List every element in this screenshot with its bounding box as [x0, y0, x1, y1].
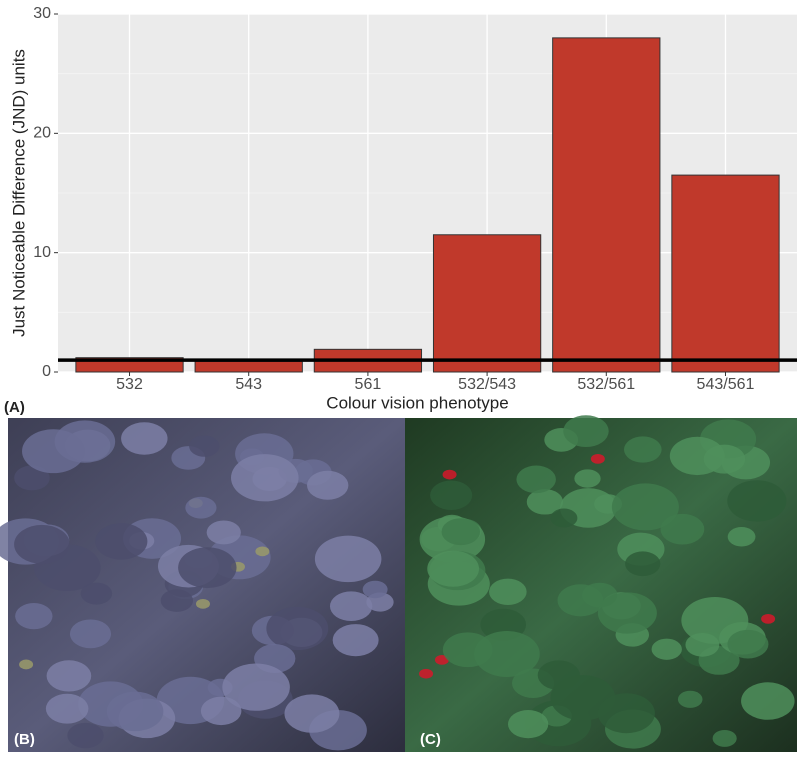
y-axis-label: Just Noticeable Difference (JND) units — [9, 49, 28, 337]
leaf — [185, 497, 216, 519]
leaf — [266, 607, 328, 650]
y-tick-label: 0 — [42, 363, 51, 380]
leaf — [678, 691, 703, 708]
leaf — [189, 435, 219, 456]
leaf — [255, 546, 269, 556]
x-tick-label: 532/561 — [577, 376, 635, 393]
leaf — [14, 525, 70, 564]
y-tick-label: 20 — [33, 125, 51, 142]
photo-label: (B) — [14, 731, 35, 748]
leaf — [67, 723, 103, 748]
leaf — [207, 520, 241, 544]
leaf — [196, 599, 210, 609]
leaf — [598, 693, 655, 733]
leaf — [741, 682, 795, 719]
leaf — [430, 481, 472, 510]
leaf — [427, 551, 479, 587]
leaf — [704, 445, 745, 474]
leaf — [685, 633, 719, 657]
leaf — [443, 470, 457, 480]
leaf — [727, 630, 768, 659]
bar — [672, 175, 779, 372]
leaf — [489, 579, 527, 605]
x-tick-label: 561 — [355, 376, 382, 393]
leaf — [624, 436, 662, 462]
leaf — [508, 710, 548, 738]
leaf — [598, 592, 657, 633]
leaf — [625, 551, 660, 576]
x-tick-label: 532 — [116, 376, 143, 393]
x-tick-label: 532/543 — [458, 376, 516, 393]
leaf — [178, 547, 236, 588]
leaf — [19, 660, 33, 670]
leaf — [516, 466, 556, 494]
leaf — [728, 527, 756, 546]
leaf — [222, 664, 290, 711]
y-tick-label: 30 — [33, 5, 51, 22]
leaf — [231, 454, 299, 501]
leaf — [419, 669, 433, 679]
bar-chart: 0 10 20 30 532 543 561 532/543 532/561 543/561 Col… — [9, 5, 797, 412]
leaf — [81, 583, 112, 605]
bar — [433, 235, 540, 372]
leaf — [15, 603, 52, 629]
leaf — [330, 591, 372, 621]
leaf — [574, 469, 600, 487]
y-tick-label: 10 — [33, 244, 51, 261]
leaf — [47, 660, 92, 691]
x-tick-label: 543 — [235, 376, 262, 393]
photo-label: (C) — [420, 731, 441, 748]
figure: 0 10 20 30 532 543 561 532/543 532/561 543/561 Col… — [0, 0, 797, 752]
leaf — [591, 454, 605, 464]
leaf — [70, 619, 111, 648]
leaf — [538, 660, 580, 690]
leaf — [612, 483, 679, 530]
leaf — [652, 639, 682, 660]
leaf — [121, 422, 167, 455]
panel-label: (A) — [4, 399, 25, 416]
bar — [553, 38, 660, 372]
x-axis-label: Colour vision phenotype — [326, 393, 508, 412]
page: {"chart_data": {"type": "bar", "panel_la… — [0, 0, 797, 757]
x-tick-label: 543/561 — [697, 376, 755, 393]
leaf — [307, 471, 348, 500]
leaf — [761, 614, 775, 624]
leaf — [95, 523, 147, 559]
leaf — [363, 581, 388, 598]
leaf — [107, 692, 164, 732]
leaf — [550, 509, 577, 528]
leaf — [557, 584, 603, 616]
leaf — [474, 631, 540, 677]
leaf — [727, 480, 786, 521]
leaf — [713, 730, 737, 747]
leaf — [22, 429, 85, 473]
leaf — [284, 694, 339, 732]
leaf — [442, 518, 480, 545]
leaf — [563, 415, 608, 447]
bar — [195, 361, 302, 372]
leaf — [315, 536, 382, 583]
leaf — [46, 694, 89, 724]
leaf — [333, 624, 379, 656]
